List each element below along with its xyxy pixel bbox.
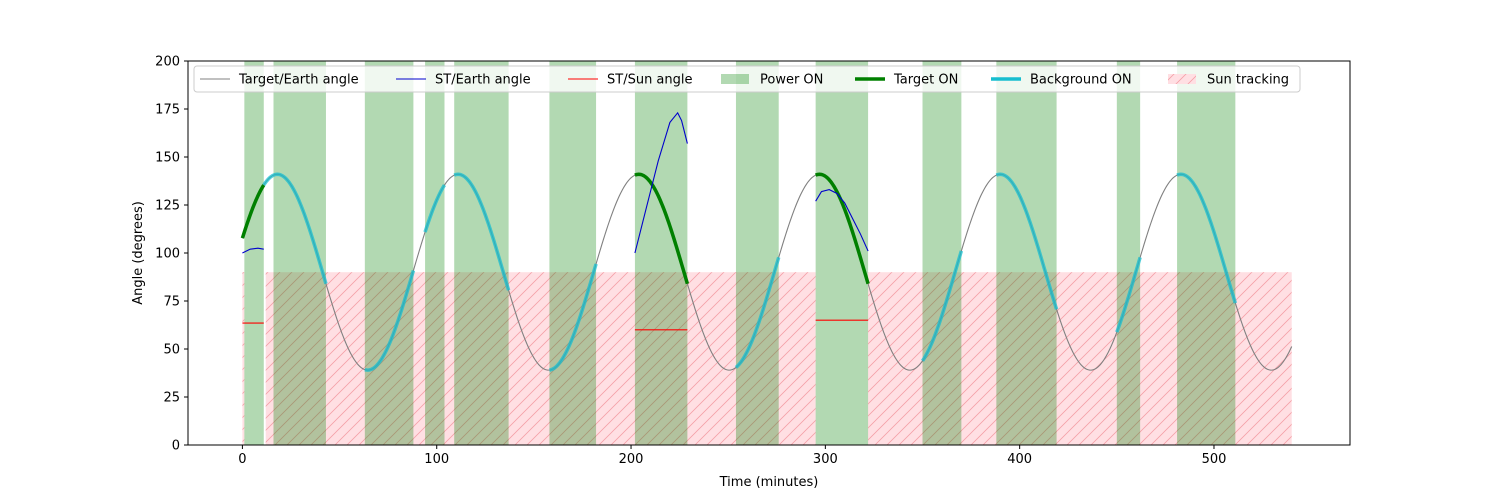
x-tick-label: 300 [813,452,838,467]
background-on-segment [995,172,1059,310]
target-on-segment [814,172,870,285]
x-axis-label: Time (minutes) [719,475,819,490]
x-tick-label: 200 [619,452,644,467]
y-tick-label: 75 [163,295,180,310]
power-on-band [549,61,597,445]
y-tick-label: 25 [163,391,180,406]
legend-entry: Target ON [855,73,958,88]
legend-label: Background ON [1030,73,1132,88]
legend-label: ST/Earth angle [435,73,531,88]
legend-swatch-patch [721,74,749,84]
y-tick-label: 0 [172,439,180,454]
target-on-segment [240,184,266,239]
legend-entry: ST/Earth angle [396,73,531,88]
y-tick-label: 200 [155,55,180,70]
power-on-band [244,61,264,445]
y-axis-label: Angle (degrees) [131,201,146,305]
st-earth-angle-line [634,111,688,254]
y-tick-label: 50 [163,343,180,358]
background-on-segment [262,172,328,285]
y-tick-label: 175 [155,103,180,118]
background-on-segment [734,256,781,369]
power-on-band [425,61,445,445]
background-on-segment [1115,256,1142,333]
y-tick-label: 150 [155,151,180,166]
legend-entry: Sun tracking [1168,73,1289,88]
x-tick-label: 0 [238,452,246,467]
st-earth-angle-line [815,189,869,252]
legend-label: ST/Sun angle [607,73,693,88]
legend-entry: ST/Sun angle [568,73,693,88]
legend-label: Target ON [893,73,958,88]
sun-tracking-hatch [242,272,245,445]
legend-entry: Target/Earth angle [200,73,359,88]
axes-layer: 0 100 200 300 400 500 0 25 50 75 100 125 150 175 200 [155,55,1226,468]
sun-tracking-layer [242,272,1292,445]
legend-swatch-hatch-pattern [1168,74,1196,84]
x-tick-label: 500 [1202,452,1227,467]
legend-label: Target/Earth angle [238,73,359,88]
background-on-segment [453,172,511,291]
legend: Target/Earth angle ST/Earth angle ST/Sun a… [193,65,1301,93]
power-on-band [922,61,962,445]
background-on-segment [364,270,416,372]
power-on-band [1177,61,1236,445]
sun-tracking-hatch [265,272,816,445]
sun-tracking-hatch [868,272,1292,445]
power-on-band [364,61,414,445]
y-tick-label: 125 [155,199,180,214]
x-tick-label: 400 [1007,452,1032,467]
power-on-band [1116,61,1141,445]
legend-box [193,65,1301,93]
power-on-band [735,61,779,445]
legend-label: Sun tracking [1207,73,1289,88]
target-on-segment [634,172,690,285]
x-tick-label: 100 [424,452,449,467]
y-tick-label: 100 [155,247,180,262]
power-on-band [454,61,509,445]
background-on-segment [423,184,446,233]
background-on-segment [1176,172,1238,304]
st-earth-angle-line [242,247,264,254]
legend-label: Power ON [760,73,823,88]
power-on-layer [244,61,1236,445]
background-on-segment [921,250,964,362]
legend-entry: Power ON [721,73,823,88]
series-layer [240,111,1293,372]
legend-entry: Background ON [991,73,1132,88]
power-on-band [996,61,1057,445]
background-on-segment [549,263,598,372]
